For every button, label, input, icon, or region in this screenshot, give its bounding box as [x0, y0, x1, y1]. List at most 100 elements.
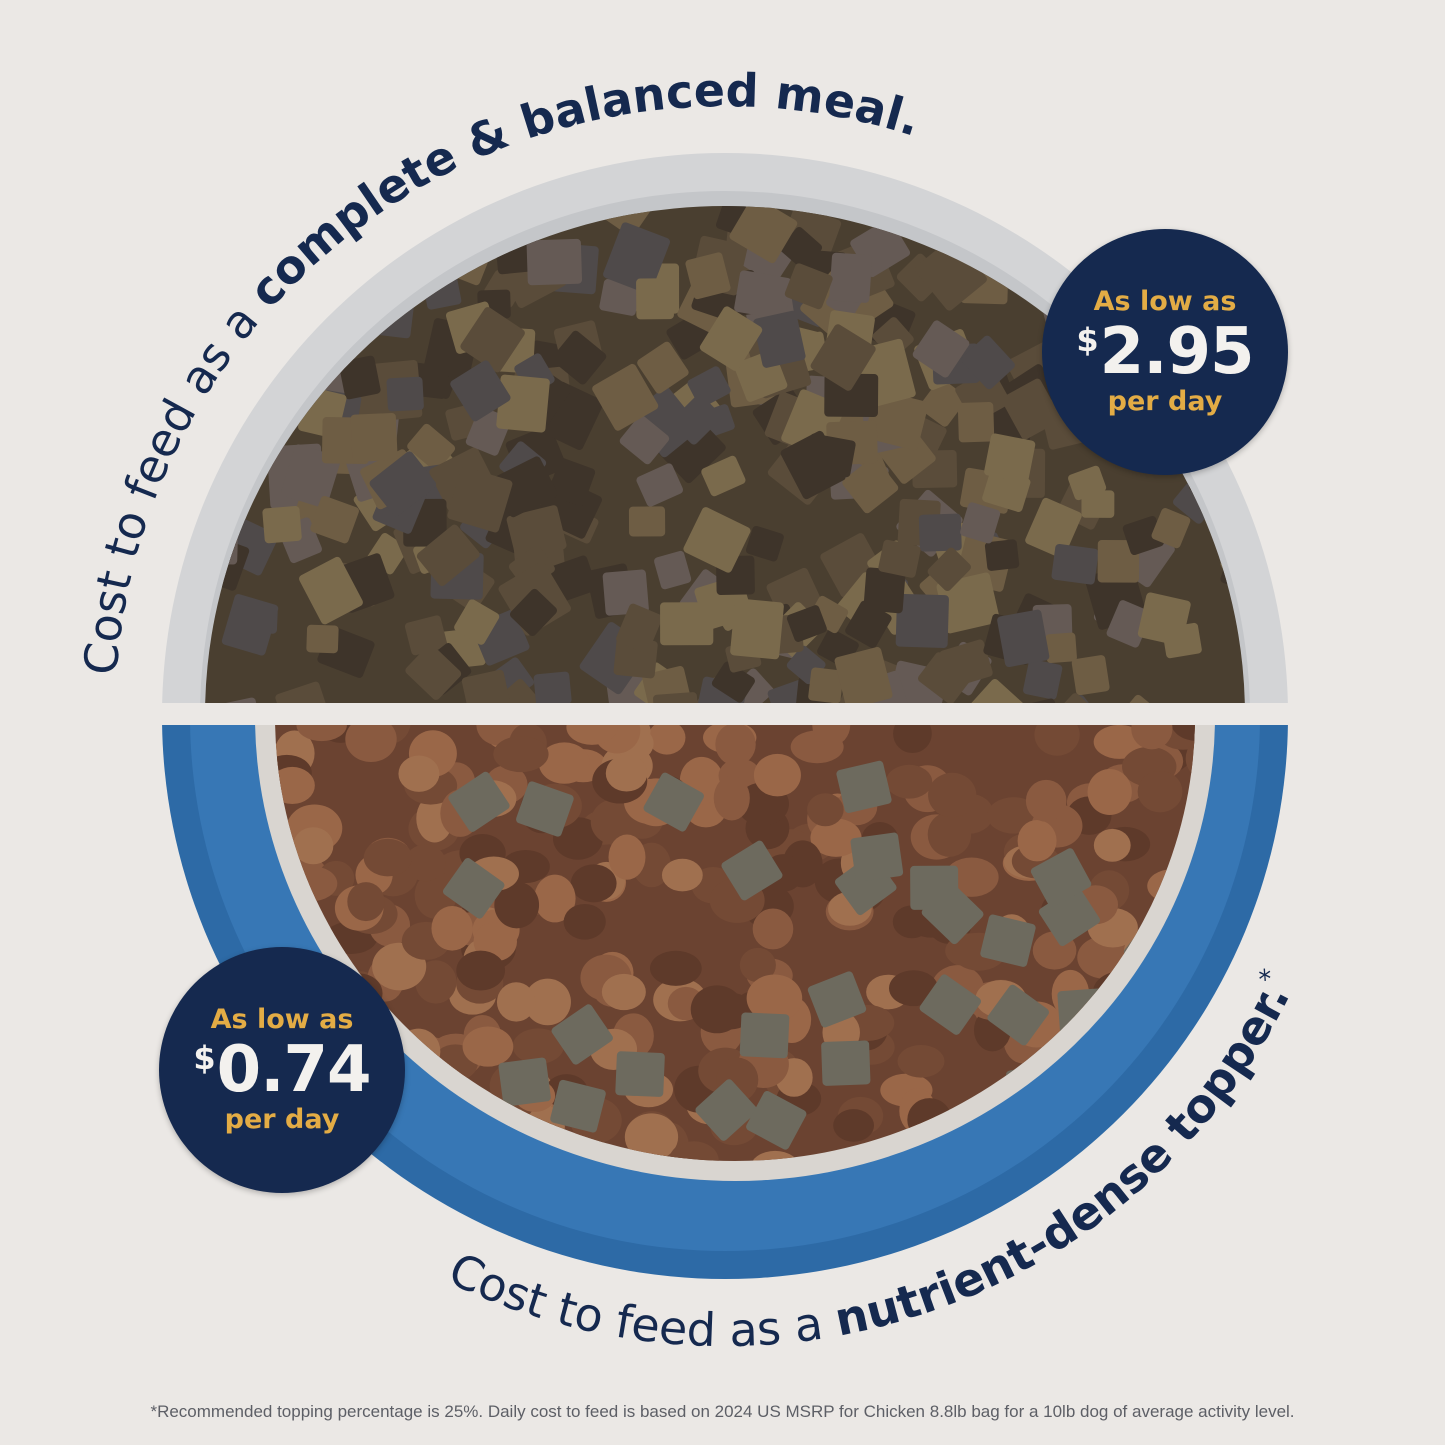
kibble-piece	[833, 1109, 875, 1142]
kibble-piece	[649, 950, 702, 986]
food-piece	[927, 80, 987, 138]
food-piece	[1300, 482, 1365, 548]
food-piece	[1158, 28, 1212, 80]
food-piece	[1196, 206, 1236, 219]
kibble-piece	[512, 1028, 564, 1065]
kibble-piece	[897, 1045, 945, 1078]
food-piece	[533, 671, 572, 703]
food-piece	[961, 678, 1028, 703]
kibble-piece	[1034, 725, 1080, 756]
food-piece	[1071, 655, 1110, 696]
food-piece	[619, 415, 670, 465]
food-piece	[671, 394, 722, 445]
food-piece	[369, 451, 437, 517]
kibble-piece	[893, 725, 932, 754]
food-piece	[304, 22, 357, 75]
food-piece	[808, 667, 844, 703]
food-piece	[431, 9, 492, 69]
kibble-piece	[661, 858, 703, 892]
food-piece	[971, 206, 1034, 214]
kibble-piece	[566, 725, 618, 745]
food-piece	[386, 376, 424, 412]
kibble-piece	[1131, 725, 1173, 750]
kibble-piece	[363, 838, 413, 877]
food-piece	[603, 222, 670, 294]
food-piece	[984, 433, 1036, 483]
topper-piece	[551, 1004, 613, 1065]
food-piece	[545, 0, 613, 29]
food-piece	[637, 341, 689, 394]
kibble-piece	[462, 1026, 514, 1067]
kibble-piece	[1017, 819, 1057, 862]
food-piece	[173, 75, 228, 134]
food-piece	[1055, 206, 1101, 224]
topper-piece	[448, 771, 510, 832]
food-piece	[810, 324, 876, 391]
kibble-piece	[885, 764, 933, 799]
kibble-piece	[398, 755, 440, 792]
food-piece	[960, 502, 1001, 544]
food-piece	[1289, 253, 1329, 287]
food-piece	[103, 714, 166, 777]
kibble-piece	[293, 827, 334, 865]
kibble-piece	[752, 908, 794, 950]
kibble-piece	[807, 793, 844, 827]
topper-piece	[980, 914, 1036, 967]
food-piece	[939, 110, 990, 160]
food-piece	[918, 513, 962, 552]
topper-piece	[739, 1012, 790, 1059]
food-piece	[506, 505, 567, 560]
price-badge-topper: As low as $0.74 per day	[159, 947, 405, 1193]
food-piece	[1274, 456, 1327, 510]
food-piece	[1045, 632, 1077, 664]
kibble-piece	[746, 974, 803, 1023]
food-piece	[1265, 541, 1321, 595]
topper-piece	[695, 1079, 758, 1141]
food-piece	[205, 151, 254, 200]
food-piece	[1424, 500, 1445, 565]
food-piece	[1362, 485, 1411, 529]
kibble-piece	[928, 772, 977, 818]
kibble-piece	[1137, 770, 1183, 813]
kibble-piece	[296, 725, 347, 742]
kibble-piece	[552, 817, 603, 860]
food-piece	[149, 294, 197, 343]
kibble-piece	[648, 725, 686, 755]
badge-lead: As low as	[210, 1004, 354, 1036]
food-piece	[1051, 543, 1099, 585]
price-amount: 2.95	[1099, 314, 1255, 389]
food-piece	[407, 423, 456, 471]
food-piece	[1122, 515, 1164, 556]
food-piece	[685, 252, 731, 300]
food-piece	[842, 457, 899, 514]
kibble-piece	[605, 754, 648, 792]
food-piece	[734, 270, 792, 320]
kibble-piece	[538, 742, 590, 784]
currency-symbol: $	[1076, 320, 1098, 359]
food-piece	[912, 320, 970, 378]
food-piece	[310, 495, 359, 544]
kibble-piece	[812, 725, 851, 746]
food-piece	[1023, 659, 1063, 700]
topper-piece	[921, 882, 984, 945]
food-piece	[616, 603, 663, 654]
kibble-piece	[431, 906, 473, 951]
food-piece	[660, 602, 714, 646]
food-piece	[683, 507, 751, 573]
food-piece	[895, 593, 949, 648]
kibble-piece	[494, 881, 540, 929]
food-piece	[338, 355, 381, 400]
food-piece	[729, 206, 798, 264]
topper-piece	[919, 974, 982, 1035]
food-piece	[461, 669, 512, 703]
kibble-piece	[570, 864, 617, 903]
food-piece	[1021, 102, 1092, 176]
topper-piece	[442, 858, 505, 919]
food-piece	[492, 456, 558, 518]
food-piece	[834, 647, 893, 703]
food-piece	[416, 524, 480, 587]
badge-price: $2.95	[1076, 314, 1255, 389]
food-piece	[1170, 206, 1236, 217]
price-badge-meal: As low as $2.95 per day	[1042, 229, 1288, 475]
